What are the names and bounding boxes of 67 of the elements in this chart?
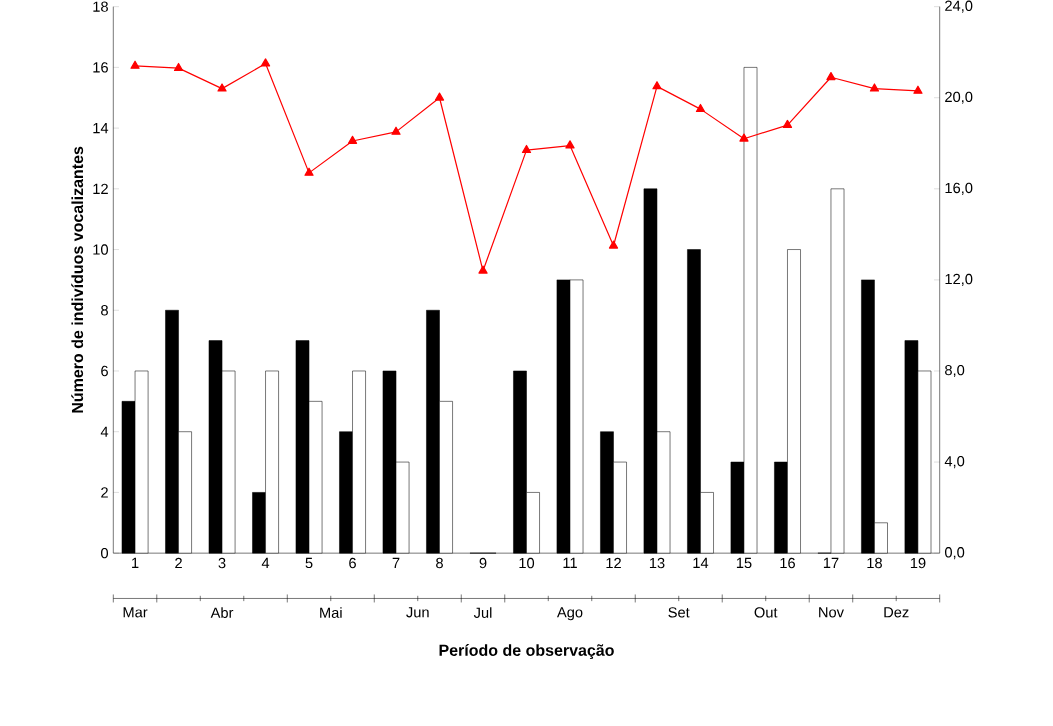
y2-tick-label: 16,0 [945,182,973,195]
y-tick-label: 0 [101,547,109,559]
x-tick-label: 3 [218,557,226,569]
y2-tick-label: 20,0 [945,91,973,104]
y-tick-label: 10 [93,244,108,255]
point [130,60,140,69]
y-tick-label: 12 [93,183,108,194]
point [304,167,314,176]
point [913,85,923,94]
y2-tick-label: 4,0 [944,455,965,468]
y2-tick-label: 0,0 [944,546,965,560]
x-axis-title: Período de observação [439,643,614,659]
x-tick-label: 2 [175,557,182,568]
x-tick-label: 4 [261,557,270,568]
x-tick-label: 8 [436,557,443,569]
x-tick-label: 16 [780,557,795,569]
text: Abr [210,606,234,618]
text: Mar [123,606,148,618]
y-tick-label: 14 [93,122,109,133]
x-tick-label: 14 [693,557,709,568]
y2-tick-label: 12,0 [945,273,973,286]
point [565,140,575,149]
x-tick-label: 9 [479,557,487,569]
text: Set [668,606,690,618]
point [260,58,271,67]
y2-tick-label: 8,0 [945,364,965,377]
text: Mai [320,606,342,618]
point [217,83,227,92]
point [782,119,793,128]
point [826,71,836,80]
x-tick-label: 1 [132,557,139,568]
x-tick-label: 13 [649,557,665,569]
y-axis-title: Número de indivíduos vocalizantes [71,146,84,413]
x-tick-label: 12 [606,557,621,568]
x-tick-label: 17 [823,557,839,568]
point [434,92,445,101]
x-tick-label: 11 [563,557,577,568]
y-tick-label: 8 [101,304,108,316]
x-tick-label: 19 [910,557,926,569]
point [478,265,488,274]
x-tick-label: 5 [305,557,313,568]
point [521,144,532,153]
text: Jul [473,606,492,618]
x-tick-label: 15 [736,557,752,568]
text: Dez [884,606,909,618]
text: Jun [406,606,429,618]
point [652,80,662,90]
y-tick-label: 18 [93,1,108,12]
point [739,133,749,142]
x-tick-label: 18 [867,557,882,569]
y2-tick-label: 24,0 [945,0,973,13]
text: Ago [556,606,583,621]
point [173,62,184,71]
text: Out [754,606,778,618]
point [695,103,706,112]
text: Nov [819,606,844,618]
y-tick-label: 4 [100,426,109,437]
x-tick-label: 10 [519,557,535,569]
y-tick-label: 2 [101,487,108,498]
x-tick-label: 6 [349,557,356,569]
point [608,240,619,249]
y-tick-label: 6 [101,365,108,376]
point [347,135,358,144]
point [869,83,880,92]
point [391,126,401,135]
x-tick-label: 7 [392,557,400,568]
y-tick-label: 16 [93,62,108,73]
